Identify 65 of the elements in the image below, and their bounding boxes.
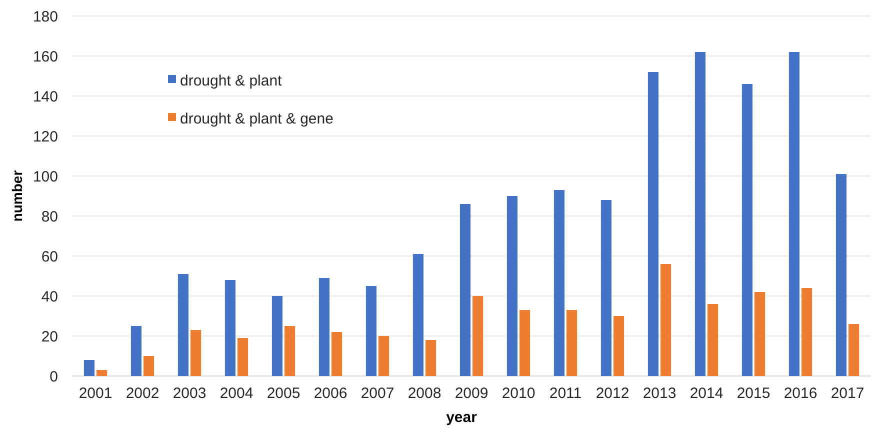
x-tick-label: 2008	[408, 385, 442, 402]
bar	[332, 332, 342, 376]
bar	[802, 288, 812, 376]
bar	[506, 196, 518, 376]
y-tick-label: 80	[41, 208, 58, 226]
bar	[554, 190, 564, 376]
x-tick-label: 2010	[502, 385, 536, 402]
bar	[378, 336, 390, 376]
bar	[366, 286, 376, 376]
bar	[190, 330, 202, 376]
bar	[426, 340, 436, 376]
bar	[566, 310, 578, 376]
x-tick-label: 2011	[549, 385, 582, 402]
x-tick-label: 2005	[266, 385, 300, 402]
x-tick-label: 2012	[596, 385, 630, 402]
x-tick-label: 2004	[220, 385, 254, 402]
bar	[472, 296, 484, 376]
bar	[754, 292, 766, 376]
y-tick-label: 40	[41, 288, 58, 306]
y-axis-title: number	[9, 170, 25, 222]
bar	[788, 52, 800, 376]
bar	[742, 84, 752, 376]
x-tick-label: 2007	[360, 385, 394, 402]
y-tick-label: 20	[41, 328, 58, 346]
x-tick-label: 2006	[314, 385, 348, 402]
x-tick-label: 2013	[642, 385, 676, 402]
legend-label: drought & plant & gene	[180, 110, 334, 128]
x-tick-label: 2003	[172, 385, 206, 402]
x-tick-label: 2016	[784, 385, 818, 402]
y-tick-label: 100	[32, 168, 58, 186]
bar	[412, 254, 424, 376]
bar	[144, 356, 154, 376]
bar	[272, 296, 282, 376]
legend-label: drought & plant	[180, 72, 283, 90]
bar	[708, 304, 718, 376]
bar	[520, 310, 530, 376]
y-tick-label: 180	[32, 8, 58, 26]
y-tick-label: 160	[32, 48, 58, 66]
bar	[836, 174, 846, 376]
bar	[694, 52, 706, 376]
bar	[96, 370, 108, 376]
bar	[600, 200, 612, 376]
bar	[130, 326, 142, 376]
bar	[178, 274, 188, 376]
y-tick-label: 140	[32, 88, 58, 106]
bar	[614, 316, 624, 376]
bar	[84, 360, 94, 376]
x-tick-label: 2009	[454, 385, 488, 402]
bar	[460, 204, 470, 376]
x-tick-label: 2014	[690, 385, 724, 402]
bar	[660, 264, 672, 376]
x-tick-label: 2001	[78, 385, 112, 402]
bar	[848, 324, 860, 376]
bar	[238, 338, 248, 376]
x-tick-label: 2002	[126, 385, 160, 402]
bar	[648, 72, 658, 376]
bar	[318, 278, 330, 376]
x-tick-label: 2015	[736, 385, 770, 402]
x-tick-label: 2017	[830, 385, 864, 402]
x-axis-title: year	[446, 409, 478, 426]
y-tick-label: 120	[32, 128, 58, 146]
y-tick-label: 60	[41, 248, 58, 266]
y-tick-label: 0	[50, 368, 58, 386]
bar	[224, 280, 236, 376]
bar	[284, 326, 296, 376]
